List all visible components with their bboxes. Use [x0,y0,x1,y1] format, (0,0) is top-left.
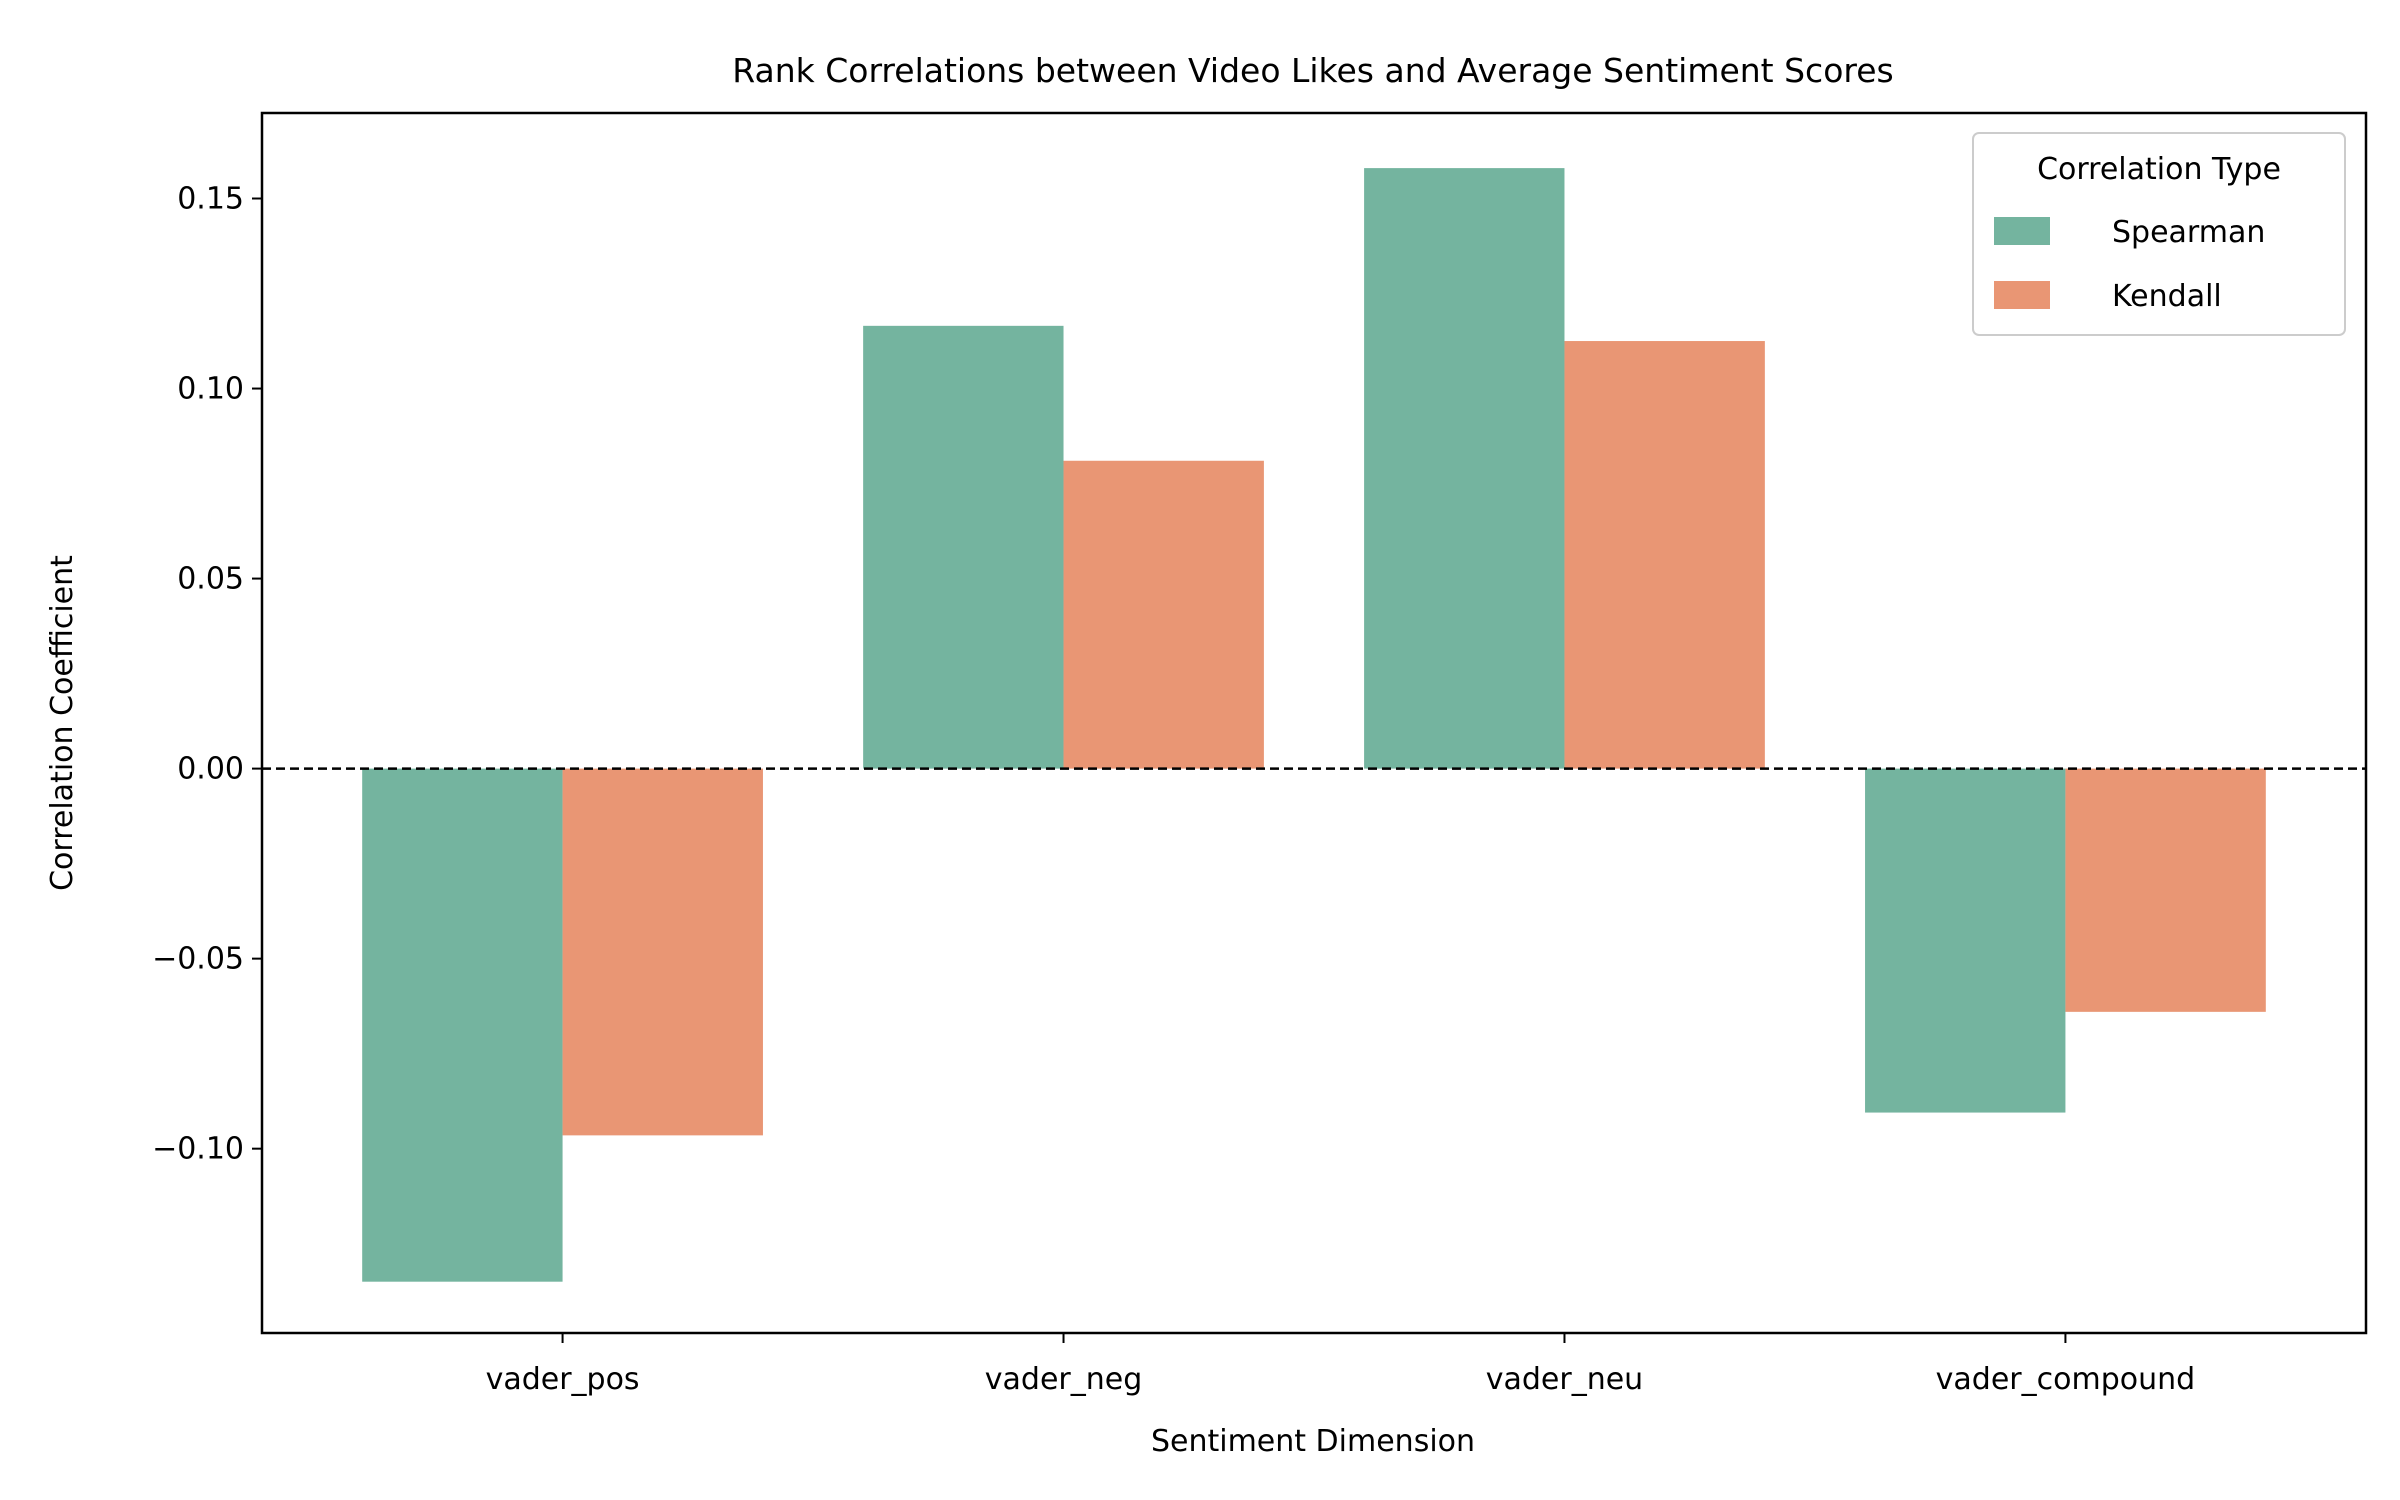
legend-title: Correlation Type [2037,152,2281,187]
bar-spearman-vader_pos [362,768,563,1282]
y-tick-label: 0.00 [177,752,244,787]
bar-kendall-vader_compound [2065,768,2266,1012]
bar-spearman-vader_neg [863,325,1064,769]
bar-kendall-vader_neu [1564,341,1765,769]
y-tick-label: 0.10 [177,372,244,407]
x-tick-label: vader_neu [1486,1362,1643,1397]
legend-box [1972,132,2346,336]
x-axis-label: Sentiment Dimension [1151,1424,1475,1459]
legend-label-kendall: Kendall [2112,279,2222,314]
y-tick-label: −0.10 [152,1132,244,1167]
plot-area: −0.10 −0.05 0.00 0.05 0.10 0.15 vader_pos vader… [152,111,2368,1397]
x-tick-label: vader_compound [1936,1362,2196,1397]
legend-label-spearman: Spearman [2112,215,2265,250]
legend-swatch-spearman [1994,217,2050,245]
bar-spearman-vader_neu [1364,168,1565,769]
x-tick-label: vader_neg [985,1362,1143,1397]
y-tick-label: −0.05 [152,942,244,977]
y-axis-label: Correlation Coefficient [45,555,80,891]
bar-kendall-vader_neg [1063,460,1264,769]
y-tick-label: 0.05 [177,562,244,597]
legend: Correlation Type Spearman Kendall [1972,132,2346,336]
x-tick-label: vader_pos [486,1362,640,1397]
bar-spearman-vader_compound [1865,768,2066,1113]
plot-frame [260,111,2368,1335]
y-tick-label: 0.15 [177,182,244,217]
legend-swatch-kendall [1994,281,2050,309]
chart-title: Rank Correlations between Video Likes an… [732,51,1893,90]
bar-kendall-vader_pos [562,768,763,1136]
